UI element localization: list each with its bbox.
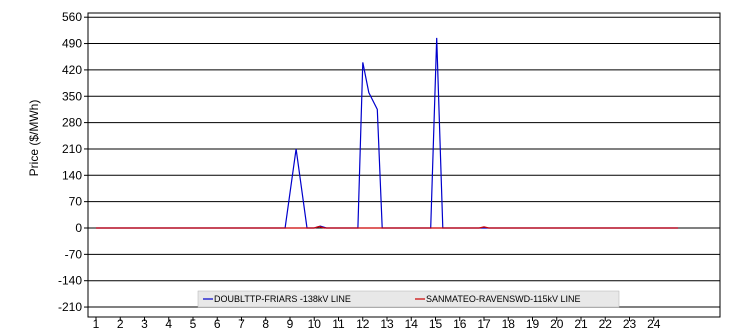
y-tick-label: 280 <box>62 116 82 130</box>
x-tick-label: 10 <box>308 317 322 331</box>
y-tick-label: 420 <box>62 63 82 77</box>
legend-box <box>197 290 620 308</box>
y-tick-labels: -210 -140 -70 0 70 140 210 280 350 420 490 560 <box>58 10 82 314</box>
x-tick-label: 24 <box>647 317 661 331</box>
series-line-2 <box>96 225 678 229</box>
gridlines <box>84 16 720 308</box>
y-tick-label: -70 <box>65 247 83 261</box>
series-lines <box>96 37 678 229</box>
x-tick-label: 15 <box>429 317 443 331</box>
y-tick-label: 560 <box>62 10 82 24</box>
x-tick-label: 13 <box>380 317 394 331</box>
y-tick-label: -140 <box>58 274 82 288</box>
legend-label-2: SANMATEO-RAVENSWD-115kV LINE <box>426 294 581 304</box>
x-tick-label: 6 <box>214 317 221 331</box>
x-tick-label: 20 <box>550 317 564 331</box>
x-tick-label: 14 <box>405 317 419 331</box>
x-tick-label: 21 <box>574 317 588 331</box>
x-tick-label: 19 <box>526 317 540 331</box>
legend: DOUBLTTP-FRIARS -138kV LINE SANMATEO-RAVE… <box>197 290 620 308</box>
y-tick-label: -210 <box>58 300 82 314</box>
x-tick-label: 2 <box>117 317 124 331</box>
y-tick-label: 350 <box>62 89 82 103</box>
x-tick-label: 18 <box>502 317 516 331</box>
x-tick-label: 3 <box>141 317 148 331</box>
x-tick-label: 12 <box>356 317 370 331</box>
x-tick-label: 17 <box>477 317 491 331</box>
y-tick-label: 210 <box>62 142 82 156</box>
legend-label-1: DOUBLTTP-FRIARS -138kV LINE <box>214 294 351 304</box>
x-tick-label: 7 <box>238 317 245 331</box>
x-tick-label: 8 <box>262 317 269 331</box>
x-tick-label: 9 <box>287 317 294 331</box>
x-tick-labels: 1 2 3 4 5 6 7 8 9 10 11 12 13 14 15 16 17 18 19 20 21 22 23 24 <box>93 317 661 331</box>
x-tick-label: 5 <box>190 317 197 331</box>
x-tick-label: 1 <box>93 317 100 331</box>
x-tick-label: 23 <box>623 317 637 331</box>
x-tick-label: 4 <box>165 317 172 331</box>
x-tick-label: 11 <box>332 317 345 331</box>
y-tick-label: 70 <box>69 195 83 209</box>
y-axis-label: Price ($/MWh) <box>27 100 41 177</box>
x-tick-label: 22 <box>599 317 613 331</box>
x-tick-label: 16 <box>453 317 467 331</box>
plot-frame <box>87 12 721 318</box>
y-tick-label: 0 <box>75 221 82 235</box>
y-tick-label: 140 <box>62 168 82 182</box>
series-line-1 <box>96 37 678 229</box>
y-tick-label: 490 <box>62 37 82 51</box>
